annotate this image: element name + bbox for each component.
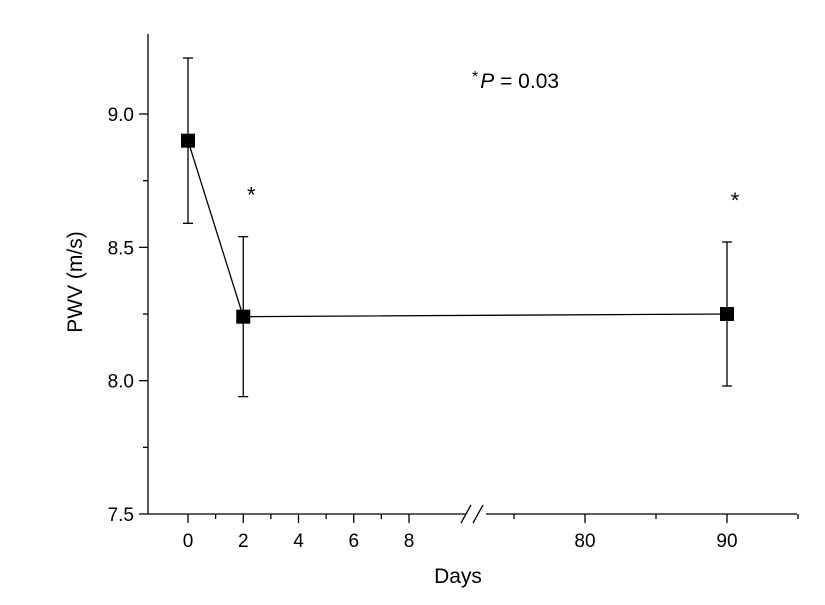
y-tick-label: 8.0 xyxy=(108,372,134,393)
p-value-annotation: *P = 0.03 xyxy=(472,69,559,93)
significance-star: * xyxy=(247,183,256,208)
y-tick-label: 8.5 xyxy=(108,238,134,259)
series-line xyxy=(187,140,728,318)
x-tick-label: 80 xyxy=(574,531,595,552)
axes: 7.5 8.0 8.5 9.0 0 2 4 6 8 80 90 xyxy=(108,34,799,552)
y-axis-label: PWV (m/s) xyxy=(64,231,87,332)
x-tick-label: 2 xyxy=(238,531,249,552)
x-tick-label: 90 xyxy=(716,531,737,552)
y-tick-label: 7.5 xyxy=(108,505,134,526)
data-point xyxy=(720,307,734,321)
x-tick-label: 4 xyxy=(293,531,304,552)
annotation-p: P xyxy=(480,70,494,93)
y-tick-label: 9.0 xyxy=(108,105,134,126)
annotation-value: = 0.03 xyxy=(494,70,559,93)
axis-break-mark xyxy=(460,504,472,524)
axis-break-mark xyxy=(472,504,484,524)
data-point xyxy=(181,133,195,148)
data-point xyxy=(236,309,251,324)
x-axis-label: Days xyxy=(434,565,482,588)
annotation-star: * xyxy=(472,69,478,86)
significance-star: * xyxy=(731,188,740,213)
chart-marks: * * xyxy=(181,57,740,398)
x-tick-label: 6 xyxy=(348,531,359,552)
x-tick-label: 0 xyxy=(183,531,194,552)
x-tick-label: 8 xyxy=(404,531,415,552)
